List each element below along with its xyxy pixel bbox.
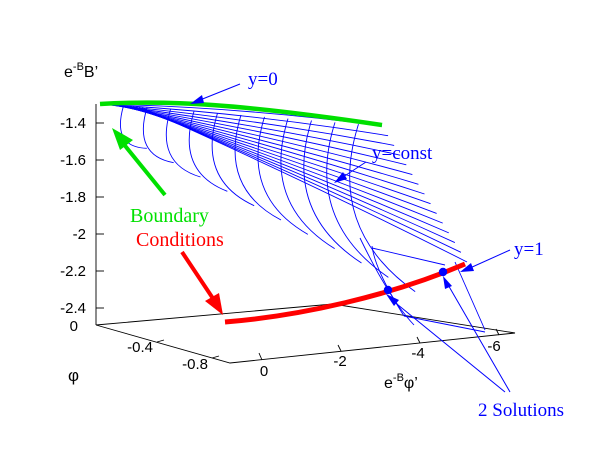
label-yconst: y=const — [372, 143, 433, 164]
floor-outline — [95, 303, 516, 364]
phi-tick-1 — [156, 339, 165, 343]
solution-point-1 — [383, 285, 393, 295]
mesh-rib-7 — [257, 116, 309, 235]
z-tick-label-2: -1.6 — [60, 152, 86, 169]
mesh-line-y-1 — [102, 103, 389, 137]
arrowhead-y1 — [460, 263, 474, 272]
mesh-rib-10 — [326, 122, 389, 278]
mesh-rib-2 — [142, 107, 174, 164]
arrow-boundary-top — [120, 140, 167, 197]
label-y1: y=1 — [514, 239, 544, 260]
x-tick-label-2: -2 — [333, 353, 346, 370]
x-tick-label-3: -4 — [411, 345, 424, 362]
arrowhead-y0 — [190, 95, 204, 104]
z-tick-label-5: -2.2 — [60, 263, 86, 280]
z-axis — [95, 104, 104, 325]
z-axis-label: e-BB’ — [64, 61, 98, 81]
arrow-y1 — [469, 249, 511, 269]
mesh-rib-4 — [188, 111, 228, 192]
z-tick-label-4: -2 — [73, 226, 86, 243]
mesh-rib-8 — [280, 118, 335, 250]
phi-tick-label-2: -0.4 — [127, 339, 153, 356]
mesh-fold-1 — [371, 245, 405, 317]
x-axis-ticks — [258, 328, 500, 361]
arrow-boundary-bottom — [180, 250, 216, 302]
arrow-solutions-1 — [391, 299, 506, 393]
mesh-fold-3 — [454, 261, 486, 331]
z-tick-label-3: -1.8 — [60, 189, 86, 206]
label-y0: y=0 — [248, 69, 278, 90]
phi-axis-ticks — [156, 339, 220, 359]
x-axis-label: e-Bφ’ — [384, 372, 418, 392]
solution-point-2 — [438, 267, 448, 277]
boundary-curve-top — [99, 100, 383, 128]
label-boundary: Boundary — [130, 205, 209, 227]
x-tick-4 — [495, 328, 500, 336]
arrow-solutions-2 — [446, 282, 511, 393]
mesh-rib-9 — [303, 120, 362, 264]
floor-plane — [95, 303, 516, 364]
arrow-y0 — [199, 83, 241, 101]
phi-axis-label: φ — [68, 366, 79, 385]
z-tick-label-1: -1.4 — [60, 115, 86, 132]
arrowhead-boundary-bottom — [205, 293, 223, 315]
x-tick-label-4: -6 — [487, 338, 500, 355]
label-conditions: Conditions — [136, 229, 224, 251]
z-tick-label-6: -2.4 — [60, 300, 86, 317]
annotation-arrows — [112, 83, 511, 393]
boundary-curve-bottom — [224, 261, 466, 325]
x-tick-label-1: 0 — [260, 363, 268, 380]
mesh-rib-3 — [165, 109, 201, 178]
x-tick-3 — [416, 336, 421, 344]
arrowhead-solutions-1 — [386, 294, 399, 306]
mesh-fold-5 — [403, 315, 486, 333]
mesh-rib-5 — [211, 113, 255, 207]
arrowhead-yconst — [334, 172, 347, 183]
label-solutions: 2 Solutions — [478, 400, 564, 421]
phi-tick-label-3: -0.8 — [182, 356, 208, 373]
x-tick-1 — [258, 352, 263, 361]
mesh-line-y-14 — [141, 107, 468, 263]
surface-mesh — [99, 103, 486, 333]
arrowhead-solutions-2 — [443, 276, 452, 289]
x-tick-2 — [337, 344, 342, 352]
arrowhead-boundary-top — [112, 128, 133, 150]
arrow-yconst — [342, 161, 367, 178]
phi-tick-label-1: 0 — [70, 318, 78, 335]
phi-tick-2 — [211, 355, 220, 359]
mesh-rib-6 — [234, 114, 282, 221]
mesh-fold-4 — [371, 247, 446, 266]
mesh-rib-11 — [349, 124, 416, 293]
